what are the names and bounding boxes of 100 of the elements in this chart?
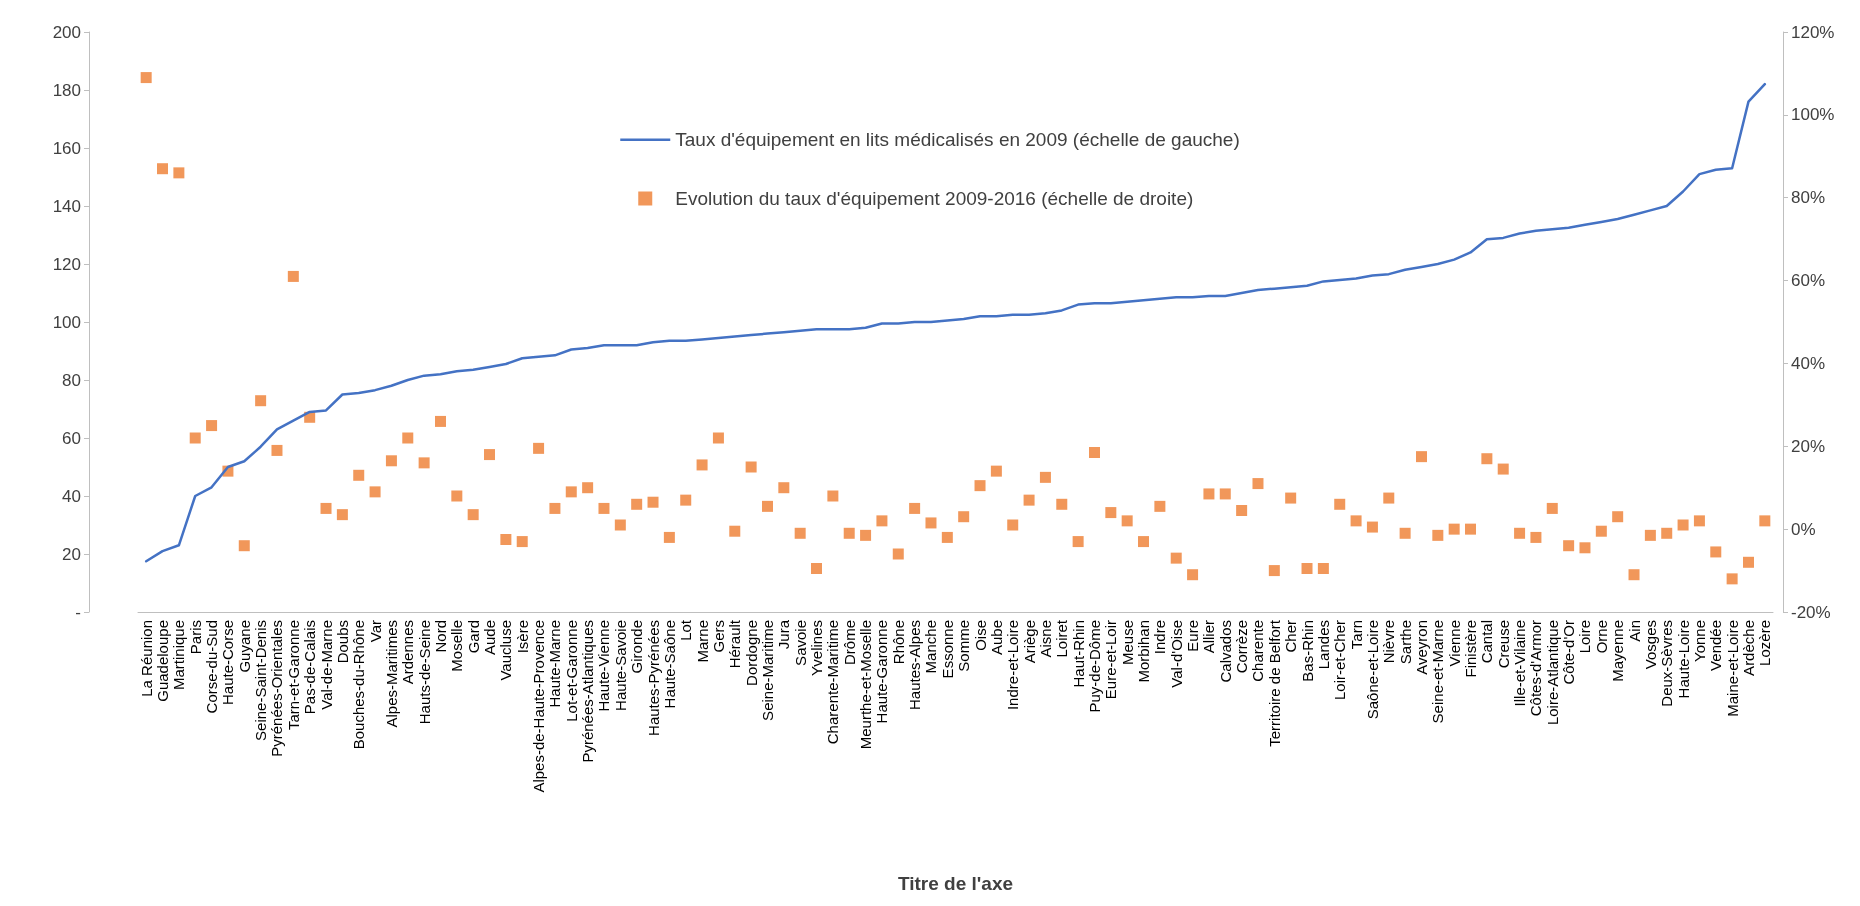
x-tick-label: Ariège (1020, 620, 1038, 664)
x-tick-label: Drôme (840, 620, 858, 666)
x-tick-label: Loiret (1053, 619, 1071, 658)
x-tick-label: Eure (1184, 620, 1202, 652)
x-tick-label: Hérault (726, 619, 744, 669)
y-tick-label: 100 (52, 312, 81, 332)
x-tick-label: Yonne (1690, 620, 1708, 662)
x-tick-label: Haute-Vienne (595, 620, 613, 712)
x-tick-label: Paris (186, 620, 204, 655)
x-tick-label: Haute-Marne (546, 620, 564, 708)
x-tick-label: Vendée (1707, 620, 1725, 671)
x-tick-label: Cantal (1478, 620, 1496, 664)
x-tick-label: Meuse (1118, 620, 1136, 666)
x-tick-label: Jura (775, 619, 793, 650)
x-tick-label: Oise (971, 620, 989, 651)
x-tick-label: Bas-Rhin (1298, 620, 1316, 682)
x-tick-label: Indre (1151, 620, 1169, 655)
x-tick-label: Vienne (1445, 620, 1463, 667)
x-tick-label: Nord (431, 620, 449, 653)
x-tick-label: Loire-Atlantique (1543, 620, 1561, 726)
x-tick-label: Haute-Savoie (611, 620, 629, 711)
x-tick-label: Gers (709, 620, 727, 653)
y-tick-label: 60 (62, 428, 81, 448)
x-tick-label: Aveyron (1412, 620, 1430, 675)
y-tick-label: 120 (52, 254, 81, 274)
x-axis-title: Titre de l'axe (897, 873, 1014, 894)
x-tick-label: Dordogne (742, 620, 760, 686)
x-tick-label: Guadeloupe (154, 620, 172, 702)
x-tick-label: Vosges (1641, 620, 1659, 670)
x-tick-label: Nièvre (1380, 620, 1398, 664)
x-tick-label: Puy-de-Dôme (1085, 620, 1103, 713)
x-tick-label: Somme (955, 620, 973, 672)
y2-tick-label: 100% (1791, 105, 1835, 125)
x-tick-label: Pyrénées-Orientales (268, 620, 286, 757)
x-tick-label: Martinique (170, 620, 188, 691)
x-tick-label: Pyrénées-Atlantiques (579, 620, 597, 763)
x-tick-label: Allier (1200, 620, 1218, 654)
x-tick-label: Tarn (1347, 620, 1365, 650)
x-tick-label: Yvelines (808, 620, 826, 676)
x-tick-label: Creuse (1494, 620, 1512, 669)
x-tick-label: Saône-et-Loire (1363, 620, 1381, 720)
x-tick-label: Eure-et-Loir (1102, 620, 1120, 700)
x-tick-label: Cher (1282, 620, 1300, 653)
x-tick-label: Mayenne (1609, 620, 1627, 682)
x-tick-label: Doubs (333, 620, 351, 664)
x-tick-label: Charente (1249, 620, 1267, 682)
x-tick-label: Lot (677, 619, 695, 641)
y2-tick-label: -20% (1791, 602, 1831, 622)
x-tick-label: Sarthe (1396, 620, 1414, 665)
x-tick-label: Charente-Maritime (824, 620, 842, 745)
x-tick-label: Hautes-Alpes (906, 620, 924, 711)
x-tick-label: Seine-et-Marne (1429, 620, 1447, 724)
x-tick-label: Val-de-Marne (317, 620, 335, 710)
legend-label: Taux d'équipement en lits médicalisés en 2009 (échelle de gauche) (675, 129, 1240, 150)
x-tick-label: Pas-de-Calais (301, 620, 319, 715)
x-tick-label: Haute-Corse (219, 620, 237, 706)
x-tick-label: Côtes-d'Armor (1527, 620, 1545, 717)
x-tick-label: Meurthe-et-Moselle (857, 620, 875, 750)
x-tick-label: Essonne (938, 620, 956, 679)
x-tick-label: Hauts-de-Seine (415, 620, 433, 725)
x-tick-label: Territoire de Belfort (1265, 619, 1283, 747)
x-tick-label: Haute-Garonne (873, 620, 891, 724)
x-tick-label: Ardèche (1739, 620, 1757, 676)
x-tick-label: Alpes-Maritimes (382, 620, 400, 728)
y-tick-label: 140 (52, 196, 81, 216)
y-tick-label: 20 (62, 544, 81, 564)
x-tick-label: Morbihan (1135, 620, 1153, 683)
x-tick-label: Calvados (1216, 620, 1234, 683)
x-tick-label: Ille-et-Vilaine (1511, 620, 1529, 707)
x-tick-label: Var (366, 620, 384, 643)
legend-label: Evolution du taux d'équipement 2009-2016 (échelle de droite) (675, 188, 1194, 209)
x-tick-label: Moselle (448, 620, 466, 672)
x-tick-label: Maine-et-Loire (1723, 620, 1741, 717)
y2-tick-label: 20% (1791, 436, 1826, 456)
y2-tick-label: 120% (1791, 22, 1835, 42)
x-tick-label: Finistère (1462, 620, 1480, 678)
x-tick-label: Loire (1576, 620, 1594, 654)
x-tick-label: Seine-Saint-Denis (252, 620, 270, 741)
y2-tick-label: 60% (1791, 271, 1826, 291)
y-tick-label: 80 (62, 370, 81, 390)
x-tick-label: Deux-Sèvres (1658, 620, 1676, 707)
y2-tick-label: 40% (1791, 353, 1826, 373)
y2-tick-label: 0% (1791, 519, 1816, 539)
x-tick-label: Corrèze (1233, 620, 1251, 674)
x-tick-label: Hautes-Pyrénées (644, 620, 662, 736)
x-tick-label: Isère (513, 620, 531, 654)
x-tick-label: Corse-du-Sud (203, 620, 221, 714)
x-tick-label: Ain (1625, 620, 1643, 642)
x-tick-label: Rhône (889, 620, 907, 665)
y-tick-label: - (75, 602, 81, 622)
x-tick-label: Aude (481, 620, 499, 656)
x-tick-label: Ardennes (399, 620, 417, 685)
x-tick-label: Indre-et-Loire (1004, 620, 1022, 711)
x-tick-label: Marne (693, 620, 711, 663)
x-tick-label: Côte-d'Or (1560, 620, 1578, 685)
x-tick-label: Alpes-de-Haute-Provence (530, 620, 548, 793)
x-tick-label: Haut-Rhin (1069, 620, 1087, 688)
x-tick-label: La Réunion (137, 620, 155, 697)
x-tick-label: Vaucluse (497, 620, 515, 681)
x-tick-label: Bouches-du-Rhône (350, 620, 368, 750)
